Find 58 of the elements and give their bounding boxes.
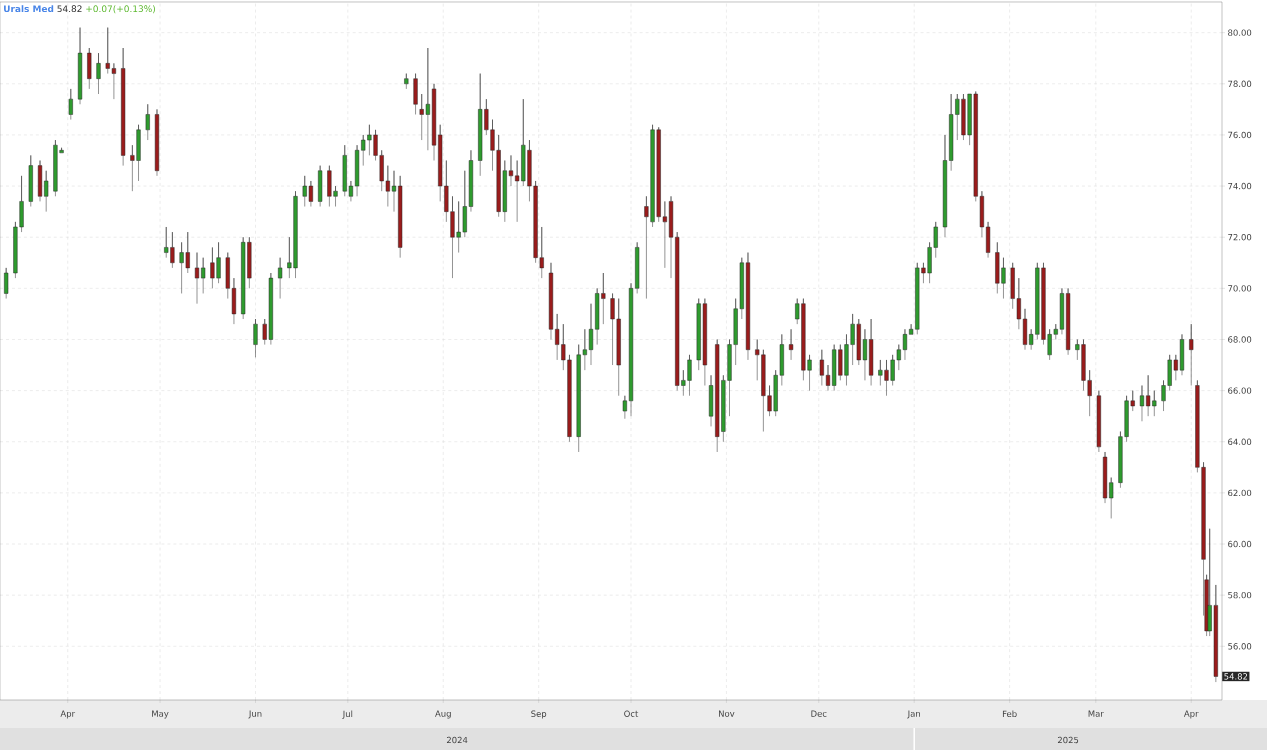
- candlestick: [77, 27, 83, 105]
- x-tick-label: Jul: [342, 710, 353, 719]
- candlestick: [28, 155, 33, 207]
- candlestick: [622, 395, 627, 419]
- y-tick-label: 74.00: [1228, 182, 1252, 190]
- candlestick: [413, 73, 418, 115]
- y-tick-label: 66.00: [1228, 387, 1252, 394]
- x-tick-label: Jun: [248, 710, 262, 719]
- candlestick: [869, 318, 874, 386]
- candlestick: [942, 134, 948, 238]
- text: 2025: [1057, 736, 1079, 744]
- x-tick-label: Mar: [1088, 710, 1104, 717]
- x-tick-label: Oct: [624, 710, 639, 717]
- candlestick: [1096, 390, 1101, 453]
- candlestick: [985, 221, 991, 258]
- candlestick: [1139, 385, 1145, 422]
- y-tick-label: 58.00: [1228, 591, 1252, 599]
- x-tick-label: Apr: [60, 710, 76, 719]
- candlestick: [819, 349, 824, 386]
- candlestick: [68, 88, 73, 120]
- x-tick-label: Apr: [1183, 710, 1199, 719]
- candlestick: [278, 257, 283, 299]
- y-tick-label: 60.00: [1228, 540, 1252, 548]
- chart-subtitle: 54.82: [57, 5, 82, 13]
- candlestick: [96, 52, 101, 95]
- x-tick-label: Sep: [531, 710, 547, 719]
- x-tick-label: Nov: [719, 710, 735, 717]
- y-tick-label: 56.00: [1228, 643, 1252, 650]
- y-tick-label: 76.00: [1228, 131, 1252, 139]
- candlestick: [1066, 288, 1071, 356]
- y-tick-label: 80.00: [1228, 29, 1252, 36]
- x-tick-label: Jan: [907, 710, 920, 719]
- y-tick-label: 64.00: [1228, 438, 1252, 445]
- annotation: 54.82: [1224, 673, 1248, 680]
- candlestick: [788, 329, 794, 361]
- candlestick: [253, 318, 258, 358]
- candlestick: [154, 109, 160, 177]
- candlestick: [121, 47, 126, 166]
- candlestick: [4, 267, 9, 299]
- candlestick: [145, 104, 150, 141]
- x-tick-label: Aug: [435, 710, 451, 719]
- x-tick-label: Dec: [811, 710, 827, 717]
- y-tick-label: 78.00: [1228, 80, 1252, 88]
- y-tick-label: 70.00: [1228, 285, 1252, 292]
- chart-title: Urals Med: [4, 5, 54, 13]
- x-tick-label: Feb: [1002, 710, 1017, 718]
- candlestick: [87, 47, 92, 90]
- candlestick: [404, 73, 409, 90]
- y-tick-label: 72.00: [1228, 234, 1252, 241]
- y-tick-label: 68.00: [1228, 336, 1252, 343]
- candlestick: [548, 262, 554, 340]
- annotation: +0.07(+0.13%): [86, 5, 155, 14]
- y-tick-label: 62.00: [1228, 489, 1252, 497]
- candlestick: [588, 303, 594, 366]
- candlestick: [1189, 323, 1194, 386]
- x-tick-label: May: [152, 710, 169, 719]
- candlestick: [318, 165, 323, 207]
- text: 2024: [446, 736, 468, 744]
